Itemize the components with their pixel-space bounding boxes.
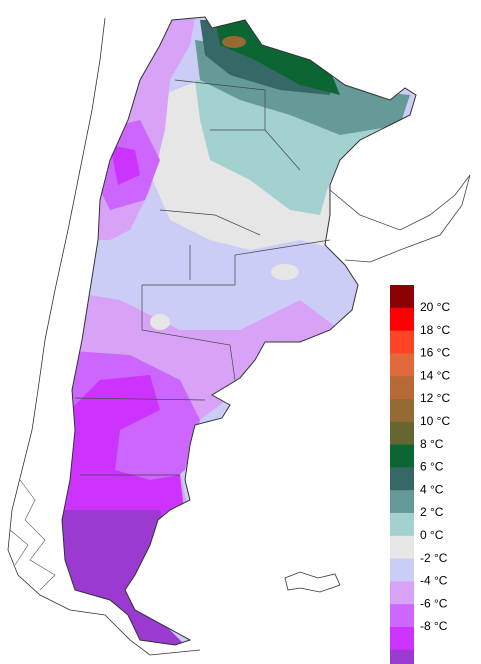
legend-label: 12 °C bbox=[420, 391, 450, 405]
islands bbox=[284, 571, 341, 593]
legend-label: -2 °C bbox=[420, 551, 448, 565]
legend-label: 14 °C bbox=[420, 368, 450, 382]
legend: 20 °C 18 °C 16 °C 14 °C 12 °C 10 °C 8 °C 6 °C 4 … bbox=[390, 285, 450, 664]
legend-label: 10 °C bbox=[420, 414, 450, 428]
legend-label: 8 °C bbox=[420, 437, 444, 451]
legend-swatch bbox=[390, 421, 414, 446]
legend-swatch bbox=[390, 581, 414, 605]
legend-swatch bbox=[390, 399, 414, 423]
legend-swatch bbox=[390, 467, 414, 491]
province-borders bbox=[74, 79, 331, 476]
legend-label: 18 °C bbox=[420, 323, 450, 337]
legend-swatch bbox=[390, 307, 414, 332]
legend-label: 0 °C bbox=[420, 528, 444, 542]
legend-swatch bbox=[390, 444, 414, 468]
legend-swatch bbox=[390, 490, 414, 514]
legend-swatch bbox=[390, 376, 414, 400]
legend-label: 4 °C bbox=[420, 482, 444, 496]
argentina-outline bbox=[61, 16, 417, 646]
legend-swatch bbox=[390, 558, 414, 582]
legend-swatch bbox=[390, 627, 414, 651]
legend-swatch bbox=[390, 513, 414, 537]
legend-swatch bbox=[390, 330, 414, 354]
legend-label: -8 °C bbox=[420, 619, 448, 633]
legend-label: -6 °C bbox=[420, 596, 448, 610]
legend-swatch bbox=[390, 649, 414, 664]
legend-label: -4 °C bbox=[420, 574, 448, 588]
legend-label: 6 °C bbox=[420, 460, 444, 474]
legend-label: 16 °C bbox=[420, 346, 450, 360]
legend-label: 20 °C bbox=[420, 300, 450, 314]
legend-swatch bbox=[390, 353, 414, 377]
legend-swatch bbox=[390, 604, 414, 628]
chile-islands bbox=[9, 479, 56, 591]
legend-swatch bbox=[390, 285, 414, 309]
legend-swatch bbox=[390, 535, 414, 560]
chile-coast bbox=[7, 17, 201, 656]
legend-label: 2 °C bbox=[420, 505, 444, 519]
uruguay-brazil-outline bbox=[329, 174, 471, 263]
